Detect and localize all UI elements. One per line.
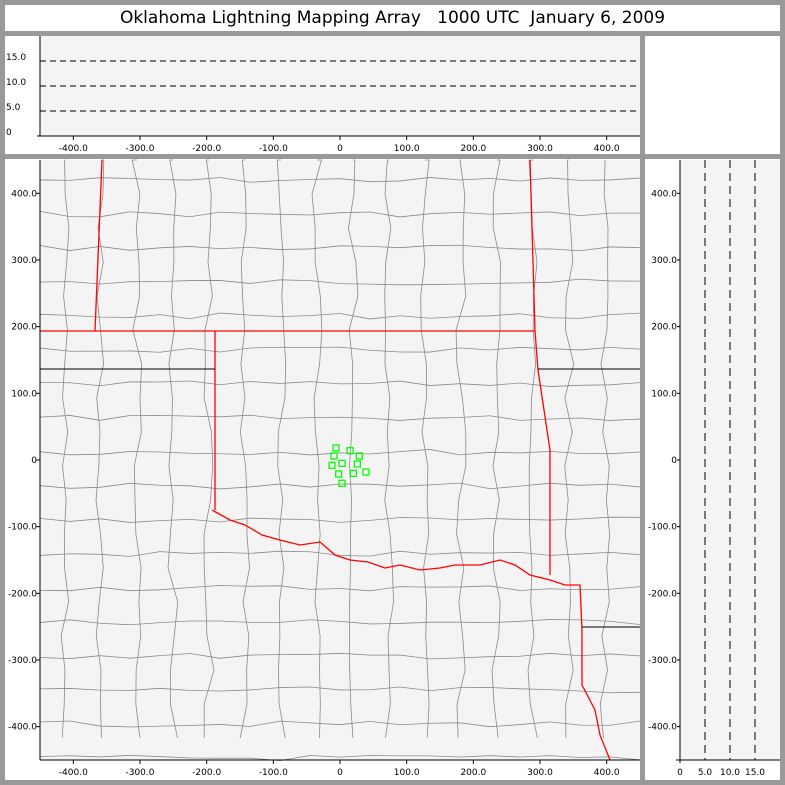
y-tick-label: -300.0 <box>648 656 677 666</box>
county-line <box>203 159 215 739</box>
county-line <box>455 159 467 739</box>
altitude-ns-chart: 0 5.0 10.0 15.0 400.0 300.0 200.0 100.0 0 -100.0 -… <box>648 160 780 778</box>
lightning-source-marker <box>353 460 361 468</box>
county-line <box>39 210 641 218</box>
x-tick-label: 15.0 <box>745 768 765 778</box>
y-tick-label: 100.0 <box>11 389 37 399</box>
county-line <box>39 482 641 490</box>
county-line <box>311 159 323 739</box>
y-tick-label: 10.0 <box>6 78 26 88</box>
x-tick-label: 400.0 <box>594 144 620 154</box>
state-border <box>211 509 611 761</box>
altitude-ns-panel: 0 5.0 10.0 15.0 400.0 300.0 200.0 100.0 0 -100.0 -… <box>645 159 780 780</box>
x-tick-label: -100.0 <box>259 144 288 154</box>
county-line <box>39 686 641 694</box>
county-line <box>131 159 143 739</box>
x-tick-label: 200.0 <box>460 144 486 154</box>
county-line <box>39 346 641 353</box>
y-tick-label: -200.0 <box>648 589 677 599</box>
x-tick-label: 400.0 <box>594 768 620 778</box>
lightning-source-marker <box>338 459 346 467</box>
y-tick-label: 5.0 <box>6 103 21 113</box>
county-line <box>39 720 641 728</box>
y-tick-label: 0 <box>6 128 12 138</box>
x-tick-label: 0 <box>677 768 683 778</box>
y-tick-label: 100.0 <box>651 389 677 399</box>
county-line <box>39 414 641 421</box>
county-line <box>39 652 641 660</box>
y-tick-label: 400.0 <box>651 189 677 199</box>
page-title: Oklahoma Lightning Mapping Array 1000 UT… <box>5 5 780 31</box>
y-tick-label: -400.0 <box>8 723 37 733</box>
x-tick-label: -400.0 <box>59 144 88 154</box>
lightning-source-marker <box>355 452 363 460</box>
county-line <box>491 159 501 739</box>
x-tick-label: -200.0 <box>192 144 221 154</box>
y-tick-label: 300.0 <box>11 256 37 266</box>
x-tick-label: 200.0 <box>460 768 486 778</box>
county-line <box>39 449 641 456</box>
county-line <box>39 516 641 523</box>
x-tick-label: -400.0 <box>59 768 88 778</box>
x-tick-label: -100.0 <box>259 768 288 778</box>
x-tick-label: -300.0 <box>125 768 154 778</box>
lightning-source-marker <box>335 470 343 478</box>
y-tick-label: 15.0 <box>6 53 26 63</box>
county-line <box>39 754 641 762</box>
y-tick-label: 300.0 <box>651 256 677 266</box>
x-tick-label: 100.0 <box>394 144 420 154</box>
y-tick-label: 0 <box>31 456 37 466</box>
x-tick-label: -300.0 <box>125 144 154 154</box>
y-tick-label: 0 <box>671 456 677 466</box>
x-tick-label: 100.0 <box>394 768 420 778</box>
plan-view-panel: -400.0 -300.0 -200.0 -100.0 0 100.0 200.0 300.0… <box>5 159 641 780</box>
y-tick-label: 400.0 <box>11 189 37 199</box>
lightning-source-marker <box>328 461 336 469</box>
ew-altitude-chart: -400.0 -300.0 -200.0 -100.0 0 100.0 200.0 300.0… <box>6 36 640 154</box>
x-tick-label: 10.0 <box>720 768 740 778</box>
county-line <box>39 380 641 387</box>
lightning-source-marker <box>349 469 357 477</box>
county-line <box>599 159 611 739</box>
county-line <box>276 159 287 739</box>
y-tick-label: -100.0 <box>8 523 37 533</box>
y-tick-label: -100.0 <box>648 523 677 533</box>
lightning-source-marker <box>332 444 340 452</box>
lightning-source-marker <box>362 468 370 476</box>
county-line <box>95 159 105 739</box>
y-tick-label: 200.0 <box>11 323 37 333</box>
lightning-source-marker <box>346 447 354 455</box>
county-line <box>39 177 641 183</box>
county-line <box>60 159 70 739</box>
x-tick-label: 300.0 <box>527 144 553 154</box>
y-tick-label: -300.0 <box>8 656 37 666</box>
x-tick-label: 5.0 <box>698 768 713 778</box>
lightning-source-marker <box>330 452 338 460</box>
empty-corner-panel <box>645 36 780 154</box>
county-line <box>167 159 179 739</box>
y-tick-label: -200.0 <box>8 589 37 599</box>
x-tick-label: -200.0 <box>192 768 221 778</box>
x-tick-label: 0 <box>337 144 343 154</box>
county-line <box>384 159 394 739</box>
plan-view-chart: -400.0 -300.0 -200.0 -100.0 0 100.0 200.0 300.0… <box>8 159 641 778</box>
county-line <box>420 159 430 739</box>
county-line <box>39 550 641 557</box>
county-line <box>39 619 641 626</box>
county-line <box>348 159 359 739</box>
y-tick-label: 200.0 <box>651 323 677 333</box>
county-line <box>39 585 641 592</box>
x-tick-label: 0 <box>337 768 343 778</box>
state-border <box>529 159 551 575</box>
county-line <box>564 159 575 739</box>
lightning-source-marker <box>338 479 346 487</box>
ew-altitude-panel: -400.0 -300.0 -200.0 -100.0 0 100.0 200.0 300.0… <box>5 36 640 154</box>
y-tick-label: -400.0 <box>648 723 677 733</box>
state-border <box>94 159 103 332</box>
x-tick-label: 300.0 <box>527 768 553 778</box>
county-line <box>239 159 250 739</box>
